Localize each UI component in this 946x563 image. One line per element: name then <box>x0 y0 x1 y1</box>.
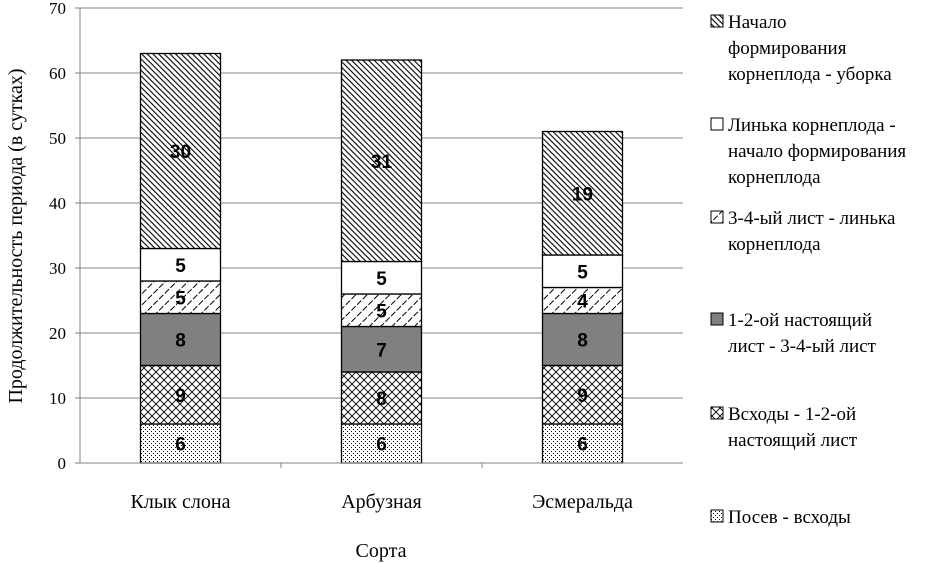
bar-segment-6-арбузная <box>340 59 423 263</box>
bar-data-label: 5 <box>376 269 387 290</box>
y-tick-label: 10 <box>49 389 66 408</box>
bar-segment-5-клык-слона <box>139 247 222 282</box>
legend-label: Посев - всходы <box>728 507 851 528</box>
legend-label: корнеплода - уборка <box>728 64 892 85</box>
bar-segment-3-эсмеральда <box>541 312 624 367</box>
y-tick-label: 0 <box>58 454 67 473</box>
y-tick-label: 50 <box>49 129 66 148</box>
bar-segment-6-клык-слона <box>139 52 222 250</box>
bar-segment-5-эсмеральда <box>541 254 624 289</box>
legend-label: корнеплода <box>728 234 821 255</box>
bar-segment-4-арбузная <box>340 293 423 328</box>
legend: Начало формирования корнеплода - уборка Лин… <box>710 12 906 528</box>
bar-data-label: 8 <box>577 331 588 352</box>
x-category-label: Клык слона <box>131 491 231 513</box>
bar-segment-3-арбузная <box>340 325 423 373</box>
y-tick-label: 40 <box>49 194 66 213</box>
legend-label: 3-4-ый лист - линька <box>728 208 896 229</box>
bar-segment-2-арбузная <box>340 371 423 425</box>
legend-swatch <box>710 312 724 326</box>
legend-swatch <box>710 210 724 224</box>
bar-data-label: 5 <box>376 301 387 322</box>
legend-swatch <box>710 406 724 420</box>
bar-data-label: 6 <box>376 435 387 456</box>
bar-data-label: 19 <box>572 184 593 205</box>
bar-data-label: 5 <box>175 256 186 277</box>
bar-segment-2-эсмеральда <box>541 364 624 425</box>
bar-data-label: 8 <box>376 389 387 410</box>
bar-segment-4-эсмеральда <box>541 286 624 315</box>
y-tick-labels: 0 10 20 30 40 50 60 70 <box>49 0 66 473</box>
y-tick-label: 70 <box>49 0 66 18</box>
bar-segment-2-клык-слона <box>139 364 222 425</box>
bar-data-label: 9 <box>175 386 186 407</box>
x-category-label: Арбузная <box>341 491 422 513</box>
bar-data-label: 5 <box>577 262 588 283</box>
bar-data-label: 4 <box>577 292 588 313</box>
legend-label: корнеплода <box>728 167 821 188</box>
legend-swatch <box>710 14 724 28</box>
x-category-labels: Клык слона Арбузная Эсмеральда <box>131 463 633 513</box>
bar-data-label: 31 <box>371 152 393 173</box>
legend-label: Начало <box>728 12 787 33</box>
axes <box>79 8 683 464</box>
legend-label: настоящий лист <box>728 430 858 451</box>
bar-data-label: 9 <box>577 386 588 407</box>
legend-label: Всходы - 1-2-ой <box>728 404 856 425</box>
legend-swatch <box>710 117 724 131</box>
legend-label: 1-2-ой настоящий <box>728 310 872 331</box>
legend-label: начало формирования <box>728 141 906 162</box>
bar-data-label: 5 <box>175 288 186 309</box>
x-axis-title: Сорта <box>356 540 407 562</box>
y-tick-label: 20 <box>49 324 66 343</box>
bar-data-label: 8 <box>175 331 186 352</box>
bars: 6 9 8 5 5 30 6 8 7 5 5 31 6 9 8 4 5 19 <box>139 52 624 464</box>
bar-data-label: 6 <box>175 435 186 456</box>
bar-segment-5-арбузная <box>340 260 423 295</box>
bar-data-label: 30 <box>170 142 191 163</box>
bar-segment-6-эсмеральда <box>541 130 624 256</box>
bar-segment-4-клык-слона <box>139 280 222 315</box>
x-category-label: Эсмеральда <box>532 491 633 513</box>
legend-label: лист - 3-4-ый лист <box>728 336 877 357</box>
bar-segment-3-клык-слона <box>139 312 222 367</box>
legend-label: Линька корнеплода - <box>728 115 896 136</box>
legend-swatch <box>710 509 724 523</box>
y-axis-title: Продолжительность периода (в сутках) <box>5 68 27 403</box>
y-tick-label: 30 <box>49 259 66 278</box>
bar-segment-1-клык-слона <box>139 423 222 464</box>
bar-data-label: 7 <box>376 340 387 361</box>
bar-data-label: 6 <box>577 435 588 456</box>
legend-label: формирования <box>728 38 847 59</box>
y-tick-label: 60 <box>49 64 66 83</box>
